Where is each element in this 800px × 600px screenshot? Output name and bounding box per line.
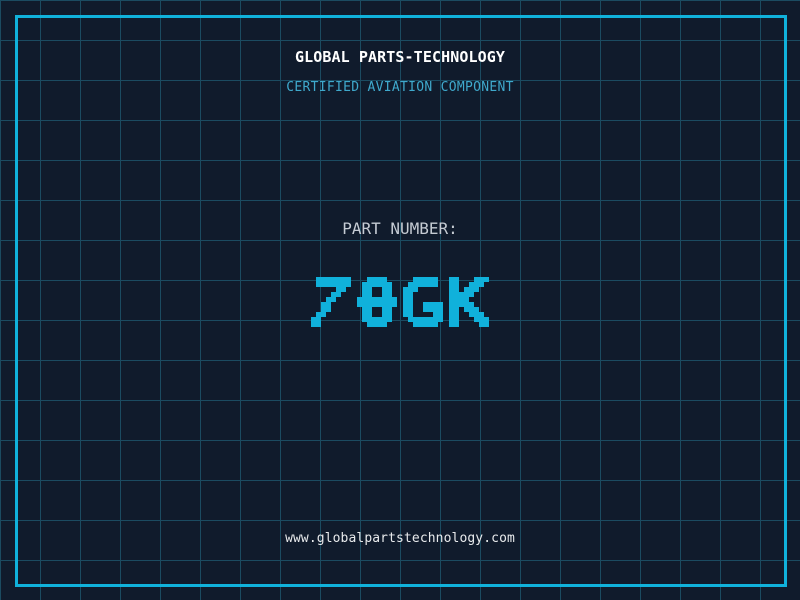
part-number-glyph — [311, 277, 351, 327]
website-url: www.globalpartstechnology.com — [285, 531, 515, 546]
part-number-value — [0, 277, 800, 327]
part-number-glyph — [449, 277, 489, 327]
part-number-glyph — [357, 277, 397, 327]
part-number-label: PART NUMBER: — [342, 219, 458, 238]
part-number-glyph — [403, 277, 443, 327]
company-name: GLOBAL PARTS-TECHNOLOGY — [294, 48, 505, 66]
certification-subtitle: CERTIFIED AVIATION COMPONENT — [286, 80, 514, 95]
frame-border — [15, 15, 787, 587]
